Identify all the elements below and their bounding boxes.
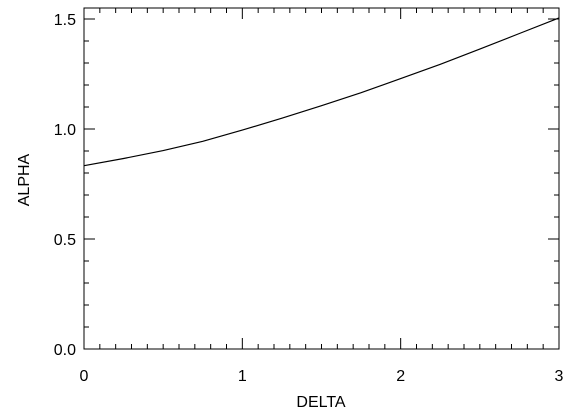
y-tick-labels: 0.0 0.5 1.0 1.5: [54, 12, 76, 359]
series-layer: [84, 18, 559, 166]
x-tick-labels: 0 1 2 3: [80, 368, 564, 385]
plot-frame: [84, 8, 559, 349]
y-tick-label: 1.0: [54, 122, 76, 139]
y-tick-label: 0.0: [54, 342, 76, 359]
x-tick-label: 2: [396, 368, 405, 385]
series-line: [84, 18, 559, 166]
x-tick-label: 1: [238, 368, 247, 385]
x-tick-label: 3: [555, 368, 564, 385]
y-major-ticks: [84, 19, 559, 349]
y-minor-ticks: [84, 41, 559, 327]
x-major-ticks: [84, 8, 559, 349]
y-tick-label: 1.5: [54, 12, 76, 29]
y-tick-label: 0.5: [54, 232, 76, 249]
x-axis-label: DELTA: [296, 394, 346, 411]
y-axis-label: ALPHA: [16, 153, 33, 206]
x-minor-ticks: [100, 8, 543, 349]
x-tick-label: 0: [80, 368, 89, 385]
